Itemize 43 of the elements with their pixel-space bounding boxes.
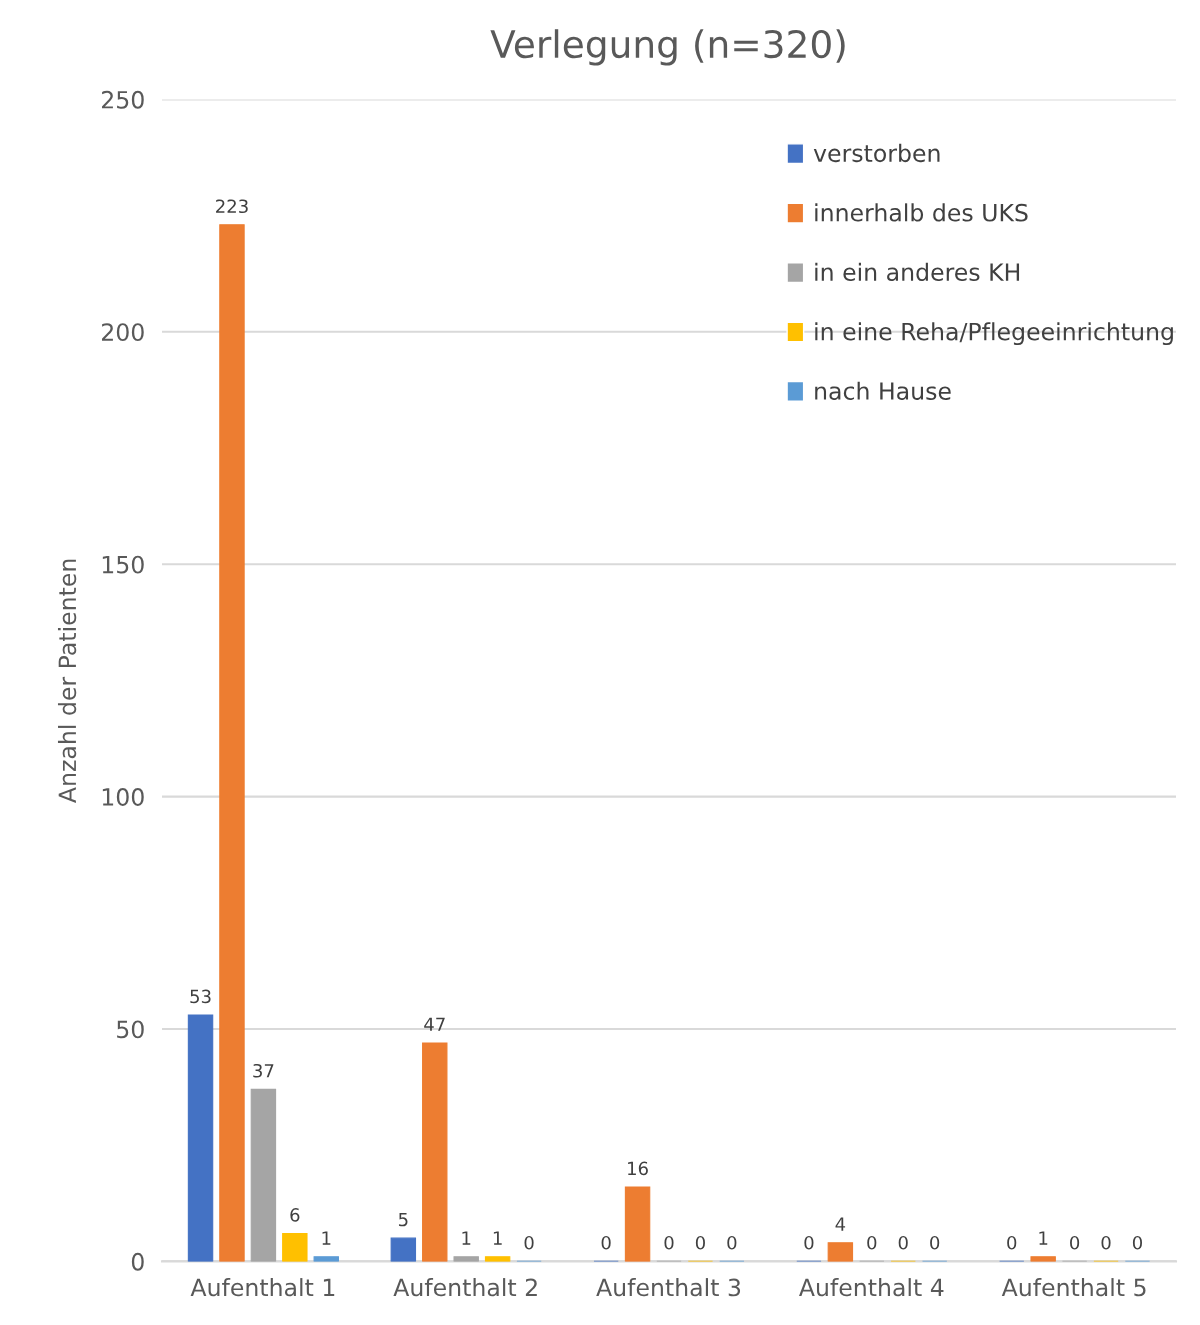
legend-label: verstorben [813,143,940,163]
data-label: 4 [835,1217,846,1231]
data-label: 53 [190,989,211,1004]
y-tick-label: 150 [102,555,144,574]
y-tick-label: 100 [102,788,144,806]
legend-label: in ein anderes KH [815,262,1020,282]
data-label: 6 [290,1208,300,1222]
data-label: 223 [216,199,248,214]
data-label: 1 [462,1231,471,1245]
data-label: 0 [695,1235,705,1250]
data-label: 0 [867,1235,877,1250]
data-label: 5 [398,1212,408,1227]
data-label: 16 [628,1161,648,1176]
data-label: 0 [601,1235,611,1250]
legend-label: innerhalb des UKS [815,203,1028,222]
data-label: 0 [804,1235,814,1250]
data-label: 0 [524,1235,534,1250]
x-tick-label: Aufenthalt 1 [190,1278,335,1297]
y-tick-label: 50 [117,1020,144,1039]
x-tick-label: Aufenthalt 5 [1001,1278,1146,1297]
legend-label: nach Hause [815,381,951,400]
data-label: 0 [664,1235,674,1250]
data-label: 0 [1007,1235,1017,1250]
data-label: 0 [727,1235,737,1250]
legend-label: in eine Reha/Pflegeeinrichtung [815,322,1173,346]
data-label: 0 [898,1235,908,1250]
data-label: 0 [930,1235,940,1250]
x-tick-label: Aufenthalt 2 [393,1278,537,1297]
chart-title: Verlegung (n=320) [490,29,845,66]
data-label: 1 [322,1231,331,1245]
y-tick-label: 0 [131,1252,144,1271]
y-tick-label: 200 [102,323,144,342]
data-label: 47 [424,1017,445,1031]
data-label: 37 [253,1063,274,1078]
y-axis-title: Anzahl der Patienten [57,559,77,803]
y-tick-label: 250 [102,90,144,109]
x-tick-label: Aufenthalt 3 [596,1278,741,1297]
data-label: 1 [1039,1231,1048,1245]
data-label: 0 [1132,1235,1143,1250]
data-label: 1 [493,1231,502,1245]
data-label: 0 [1101,1235,1111,1250]
x-tick-label: Aufenthalt 4 [799,1278,944,1297]
data-label: 0 [1070,1235,1080,1250]
